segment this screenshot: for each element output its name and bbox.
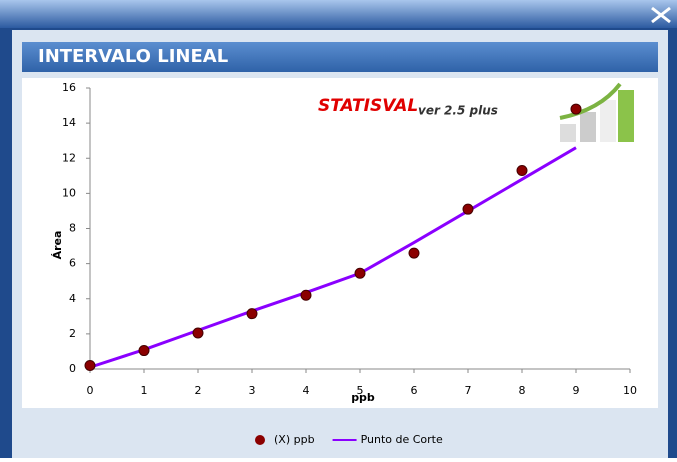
data-point (354, 267, 366, 279)
close-button[interactable] (651, 6, 671, 24)
x-tick-label: 6 (411, 384, 418, 397)
x-tick-label: 8 (519, 384, 526, 397)
window-title: INTERVALO LINEAL (38, 46, 228, 67)
data-point (462, 203, 474, 215)
y-tick-label: 6 (69, 257, 76, 270)
data-point (192, 327, 204, 339)
x-tick-label: 5 (357, 384, 364, 397)
y-tick-label: 16 (62, 81, 76, 94)
legend-label: (X) ppb (274, 433, 315, 446)
x-tick-label: 10 (623, 384, 637, 397)
data-point (570, 103, 582, 115)
y-tick-label: 14 (62, 116, 76, 129)
title-bar (0, 0, 677, 28)
legend: (X) ppb Punto de Corte (255, 433, 443, 446)
x-tick-label: 3 (249, 384, 256, 397)
y-tick-label: 0 (69, 362, 76, 375)
y-tick-label: 8 (69, 222, 76, 235)
y-axis-label: Área (51, 231, 64, 260)
series-line (89, 146, 577, 369)
logo-version: ver 2.5 plus (418, 104, 498, 118)
legend-swatch (255, 435, 265, 445)
data-point (408, 247, 420, 259)
chart-area (22, 78, 658, 408)
x-tick-label: 4 (303, 384, 310, 397)
data-point (516, 165, 528, 177)
data-point (246, 308, 258, 320)
x-tick-label: 1 (141, 384, 148, 397)
logo-graphic (559, 82, 634, 142)
header-bar (22, 42, 658, 72)
x-tick-label: 7 (465, 384, 472, 397)
y-tick-label: 12 (62, 151, 76, 164)
y-tick-label: 2 (69, 327, 76, 340)
y-tick-label: 10 (62, 186, 76, 199)
x-tick-label: 9 (573, 384, 580, 397)
data-point (138, 345, 150, 357)
logo-name: STATISVAL (318, 96, 418, 116)
data-point (84, 359, 96, 371)
x-axis-label: ppb (351, 391, 375, 404)
x-tick-label: 2 (195, 384, 202, 397)
legend-label: Punto de Corte (361, 433, 443, 446)
y-tick-label: 4 (69, 292, 76, 305)
x-tick-label: 0 (87, 384, 94, 397)
data-point (300, 289, 312, 301)
